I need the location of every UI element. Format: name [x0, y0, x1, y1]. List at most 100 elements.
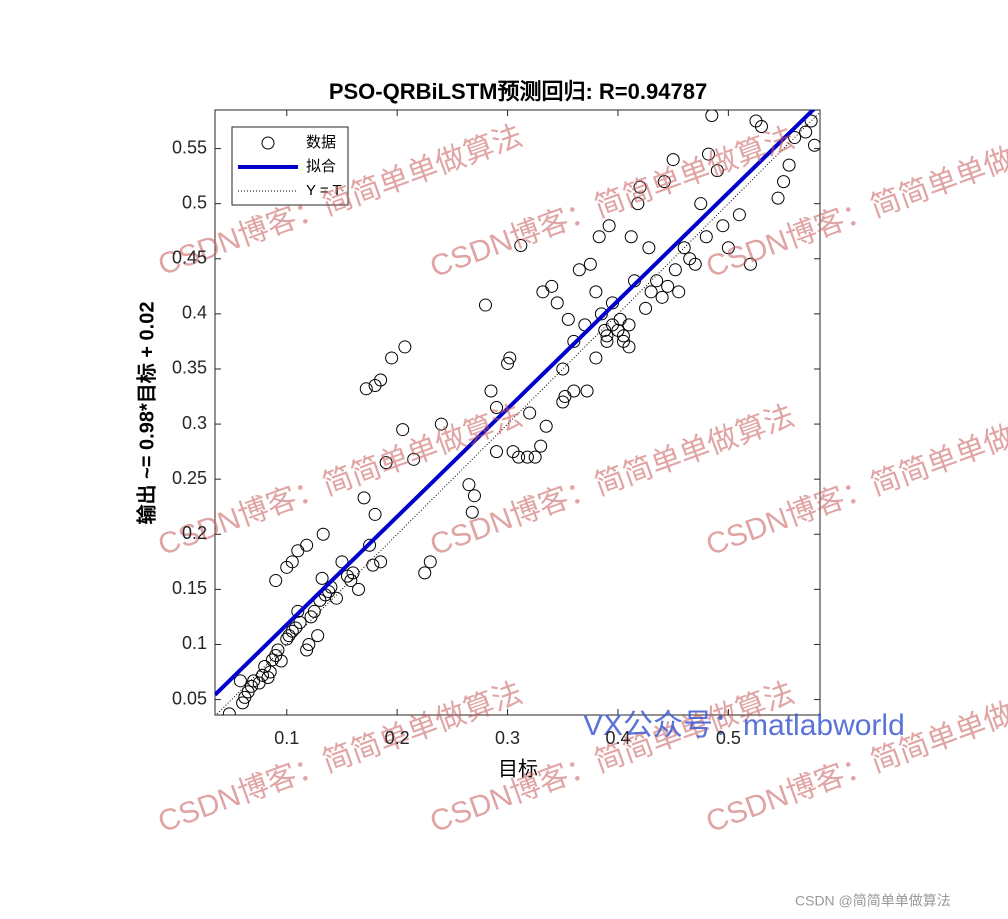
- data-point: [490, 401, 504, 415]
- data-point: [418, 566, 432, 580]
- y-tick-label: 0.15: [172, 578, 207, 598]
- y-tick-label: 0.55: [172, 137, 207, 157]
- data-point: [329, 591, 343, 605]
- data-point: [335, 555, 349, 569]
- data-point: [528, 450, 542, 464]
- data-point: [374, 555, 388, 569]
- data-point: [307, 604, 321, 618]
- data-point: [639, 301, 653, 315]
- data-point: [631, 197, 645, 211]
- data-point: [668, 263, 682, 277]
- data-point: [580, 384, 594, 398]
- chart-title: PSO-QRBiLSTM预测回归: R=0.94787: [329, 79, 707, 104]
- data-point: [434, 417, 448, 431]
- data-point: [550, 296, 564, 310]
- data-point: [644, 285, 658, 299]
- data-point: [716, 219, 730, 233]
- data-point: [385, 351, 399, 365]
- y-tick-label: 0.45: [172, 248, 207, 268]
- data-point: [782, 158, 796, 172]
- data-point: [701, 147, 715, 161]
- data-point: [616, 329, 630, 343]
- data-point: [754, 120, 768, 134]
- data-point: [600, 329, 614, 343]
- data-point: [602, 219, 616, 233]
- data-point: [233, 674, 247, 688]
- legend-label: 拟合: [306, 158, 336, 175]
- data-point: [374, 373, 388, 387]
- data-point: [300, 538, 314, 552]
- footer: CSDN @简简单单做算法: [795, 893, 951, 909]
- y-tick-label: 0.3: [182, 413, 207, 433]
- data-point: [545, 279, 559, 293]
- data-point: [556, 362, 570, 376]
- data-point: [694, 197, 708, 211]
- data-point: [236, 696, 250, 710]
- data-point: [285, 555, 299, 569]
- data-point: [514, 239, 528, 253]
- x-tick-label: 0.1: [274, 728, 299, 748]
- data-point: [520, 450, 534, 464]
- data-point: [467, 489, 481, 503]
- data-point: [556, 395, 570, 409]
- y-tick-label: 0.4: [182, 303, 207, 323]
- fit-line: [215, 110, 816, 697]
- data-point: [539, 419, 553, 433]
- data-point: [302, 637, 316, 651]
- legend-label: 数据: [306, 134, 336, 151]
- data-point: [705, 110, 719, 123]
- data-point: [655, 290, 669, 304]
- x-tick-label: 0.4: [605, 728, 630, 748]
- data-point: [315, 571, 329, 585]
- data-point: [501, 356, 515, 370]
- data-point: [666, 153, 680, 167]
- data-point: [642, 241, 656, 255]
- data-point: [368, 507, 382, 521]
- data-point: [357, 491, 371, 505]
- data-point: [807, 138, 820, 152]
- data-point: [462, 478, 476, 492]
- data-point: [316, 527, 330, 541]
- data-point: [300, 643, 314, 657]
- data-point: [311, 629, 325, 643]
- x-tick-label: 0.3: [495, 728, 520, 748]
- data-point: [523, 406, 537, 420]
- data-point: [622, 340, 636, 354]
- data-point: [672, 285, 686, 299]
- x-tick-label: 0.2: [385, 728, 410, 748]
- data-point: [293, 615, 307, 629]
- data-point: [407, 452, 421, 466]
- y-tick-label: 0.1: [182, 633, 207, 653]
- data-point: [572, 263, 586, 277]
- data-point: [592, 230, 606, 244]
- y-tick-label: 0.05: [172, 688, 207, 708]
- data-point: [490, 445, 504, 459]
- data-point: [777, 175, 791, 189]
- data-point: [788, 131, 802, 145]
- x-axis-label: 目标: [498, 757, 538, 780]
- data-point: [398, 340, 412, 354]
- y-tick-label: 0.2: [182, 523, 207, 543]
- data-point: [282, 629, 296, 643]
- data-point: [263, 665, 277, 679]
- x-tick-label: 0.5: [716, 728, 741, 748]
- y-tick-label: 0.5: [182, 192, 207, 212]
- data-point: [346, 566, 360, 580]
- legend-label: Y = T: [306, 182, 342, 199]
- data-point: [359, 382, 373, 396]
- data-point: [661, 279, 675, 293]
- data-point: [274, 654, 288, 668]
- data-point: [594, 307, 608, 321]
- data-point: [699, 230, 713, 244]
- y-axis-label: 输出 ~= 0.98*目标 + 0.02: [134, 302, 158, 525]
- legend-marker: [261, 136, 275, 150]
- data-point: [352, 582, 366, 596]
- data-point: [567, 384, 581, 398]
- data-point: [589, 285, 603, 299]
- data-point: [622, 318, 636, 332]
- data-point: [423, 555, 437, 569]
- data-point: [465, 505, 479, 519]
- y-tick-label: 0.35: [172, 358, 207, 378]
- data-point: [743, 257, 757, 271]
